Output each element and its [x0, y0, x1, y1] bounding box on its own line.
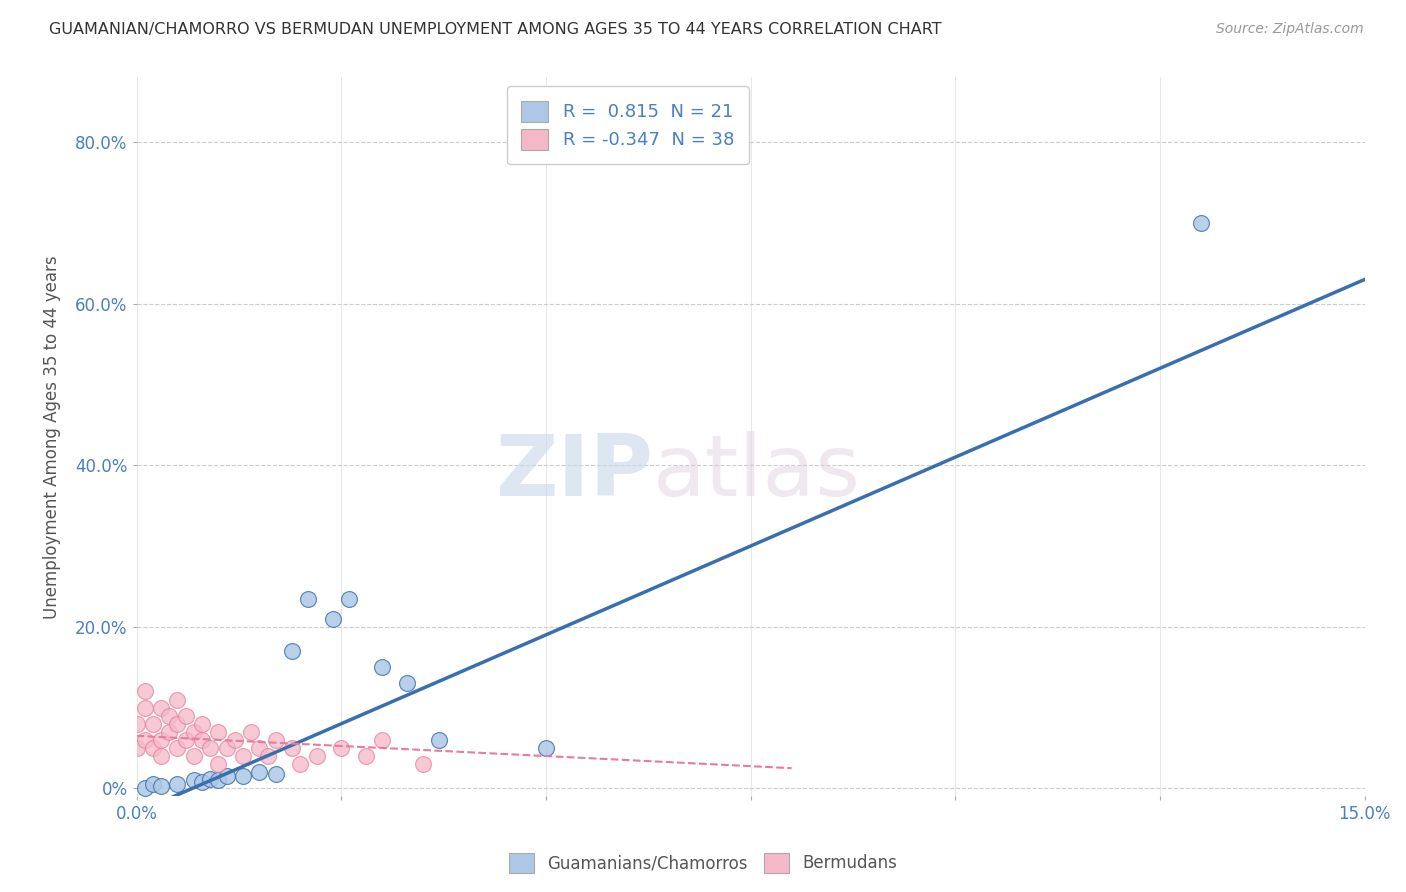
- Y-axis label: Unemployment Among Ages 35 to 44 years: Unemployment Among Ages 35 to 44 years: [44, 255, 60, 619]
- Point: [395, 676, 418, 690]
- Point: [157, 708, 180, 723]
- Point: [322, 612, 344, 626]
- Point: [191, 775, 214, 789]
- Point: [142, 741, 165, 756]
- Point: [191, 732, 214, 747]
- Point: [134, 684, 156, 698]
- Point: [412, 757, 434, 772]
- Point: [183, 773, 205, 788]
- Point: [174, 708, 197, 723]
- Point: [297, 591, 319, 606]
- Point: [232, 769, 254, 783]
- Point: [264, 767, 287, 781]
- Point: [166, 777, 188, 791]
- Point: [200, 741, 222, 756]
- Legend: R =  0.815  N = 21, R = -0.347  N = 38: R = 0.815 N = 21, R = -0.347 N = 38: [508, 87, 749, 164]
- Point: [281, 644, 304, 658]
- Point: [429, 732, 451, 747]
- Point: [166, 741, 188, 756]
- Point: [281, 741, 304, 756]
- Point: [339, 591, 361, 606]
- Text: atlas: atlas: [652, 432, 860, 515]
- Point: [200, 772, 222, 786]
- Point: [125, 741, 148, 756]
- Text: Source: ZipAtlas.com: Source: ZipAtlas.com: [1216, 22, 1364, 37]
- Text: GUAMANIAN/CHAMORRO VS BERMUDAN UNEMPLOYMENT AMONG AGES 35 TO 44 YEARS CORRELATIO: GUAMANIAN/CHAMORRO VS BERMUDAN UNEMPLOYM…: [49, 22, 942, 37]
- Point: [157, 724, 180, 739]
- Legend: Guamanians/Chamorros, Bermudans: Guamanians/Chamorros, Bermudans: [502, 847, 904, 880]
- Point: [247, 765, 270, 780]
- Point: [290, 757, 312, 772]
- Point: [330, 741, 353, 756]
- Point: [142, 777, 165, 791]
- Point: [207, 773, 229, 788]
- Point: [150, 779, 173, 793]
- Point: [305, 749, 328, 764]
- Point: [150, 732, 173, 747]
- Point: [264, 732, 287, 747]
- Point: [207, 757, 229, 772]
- Point: [1189, 216, 1212, 230]
- Text: ZIP: ZIP: [495, 432, 652, 515]
- Point: [534, 741, 557, 756]
- Point: [247, 741, 270, 756]
- Point: [125, 716, 148, 731]
- Point: [166, 716, 188, 731]
- Point: [215, 769, 238, 783]
- Point: [166, 692, 188, 706]
- Point: [232, 749, 254, 764]
- Point: [256, 749, 278, 764]
- Point: [142, 716, 165, 731]
- Point: [224, 732, 246, 747]
- Point: [240, 724, 263, 739]
- Point: [134, 780, 156, 795]
- Point: [174, 732, 197, 747]
- Point: [183, 749, 205, 764]
- Point: [207, 724, 229, 739]
- Point: [191, 716, 214, 731]
- Point: [371, 660, 394, 674]
- Point: [150, 700, 173, 714]
- Point: [371, 732, 394, 747]
- Point: [134, 732, 156, 747]
- Point: [150, 749, 173, 764]
- Point: [354, 749, 377, 764]
- Point: [215, 741, 238, 756]
- Point: [183, 724, 205, 739]
- Point: [134, 700, 156, 714]
